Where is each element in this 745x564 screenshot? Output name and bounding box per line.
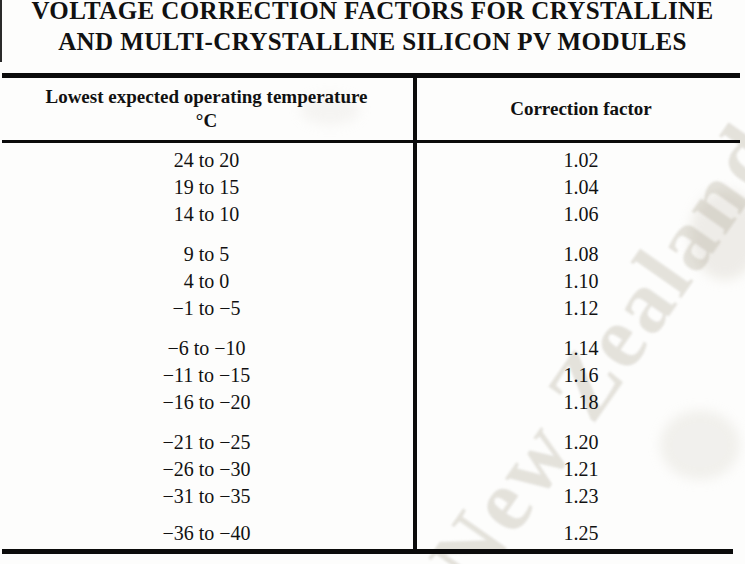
table-row: 19 to 15 1.04 <box>0 174 745 201</box>
temperature-range: −11 to −15 <box>0 362 413 389</box>
correction-factor: 1.20 <box>417 429 745 456</box>
correction-factor: 1.23 <box>417 483 745 510</box>
correction-factor: 1.08 <box>417 241 745 268</box>
page-title-line2: AND MULTI-CRYSTALLINE SILICON PV MODULES <box>0 26 745 57</box>
temperature-range: −36 to −40 <box>0 520 413 547</box>
column-header-correction-factor: Correction factor <box>417 78 745 140</box>
correction-factor: 1.16 <box>417 362 745 389</box>
correction-factor: 1.10 <box>417 268 745 295</box>
table-row: −1 to −5 1.12 <box>0 295 745 322</box>
correction-factor: 1.06 <box>417 201 745 228</box>
table-row: −6 to −10 1.14 <box>0 335 745 362</box>
correction-factor: 1.14 <box>417 335 745 362</box>
column-header-temperature-line1: Lowest expected operating temperature <box>45 85 367 109</box>
table-bottom-rule <box>2 549 733 554</box>
row-group: −36 to −40 1.25 <box>0 520 745 547</box>
row-group: −6 to −10 1.14 −11 to −15 1.16 −16 to −2… <box>0 335 745 416</box>
correction-factor: 1.04 <box>417 174 745 201</box>
correction-factor: 1.21 <box>417 456 745 483</box>
table-row: −36 to −40 1.25 <box>0 520 745 547</box>
table-row: 24 to 20 1.02 <box>0 147 745 174</box>
document-page: New Zealand VOLTAGE CORRECTION FACTORS F… <box>0 0 745 564</box>
table-row: −16 to −20 1.18 <box>0 389 745 416</box>
temperature-range: 14 to 10 <box>0 201 413 228</box>
temperature-range: 24 to 20 <box>0 147 413 174</box>
table-row: −26 to −30 1.21 <box>0 456 745 483</box>
table-row: −21 to −25 1.20 <box>0 429 745 456</box>
temperature-range: −6 to −10 <box>0 335 413 362</box>
page-title: VOLTAGE CORRECTION FACTORS FOR CRYSTALLI… <box>0 0 745 57</box>
row-group: −21 to −25 1.20 −26 to −30 1.21 −31 to −… <box>0 429 745 510</box>
correction-factor: 1.12 <box>417 295 745 322</box>
row-group: 24 to 20 1.02 19 to 15 1.04 14 to 10 1.0… <box>0 147 745 228</box>
correction-factor: 1.02 <box>417 147 745 174</box>
table-header-row: Lowest expected operating temperature °C… <box>0 78 745 140</box>
correction-factor: 1.18 <box>417 389 745 416</box>
temperature-range: −16 to −20 <box>0 389 413 416</box>
temperature-range: −26 to −30 <box>0 456 413 483</box>
temperature-range: −1 to −5 <box>0 295 413 322</box>
column-header-temperature: Lowest expected operating temperature °C <box>0 78 413 140</box>
page-title-line1: VOLTAGE CORRECTION FACTORS FOR CRYSTALLI… <box>0 0 745 26</box>
table-row: −31 to −35 1.23 <box>0 483 745 510</box>
temperature-range: 19 to 15 <box>0 174 413 201</box>
table-row: 9 to 5 1.08 <box>0 241 745 268</box>
temperature-range: −21 to −25 <box>0 429 413 456</box>
temperature-range: −31 to −35 <box>0 483 413 510</box>
correction-factor: 1.25 <box>417 520 745 547</box>
table-row: 4 to 0 1.10 <box>0 268 745 295</box>
table-row: −11 to −15 1.16 <box>0 362 745 389</box>
table-body: 24 to 20 1.02 19 to 15 1.04 14 to 10 1.0… <box>0 143 745 547</box>
column-header-temperature-unit: °C <box>196 109 217 133</box>
temperature-range: 9 to 5 <box>0 241 413 268</box>
table-row: 14 to 10 1.06 <box>0 201 745 228</box>
row-group: 9 to 5 1.08 4 to 0 1.10 −1 to −5 1.12 <box>0 241 745 322</box>
temperature-range: 4 to 0 <box>0 268 413 295</box>
